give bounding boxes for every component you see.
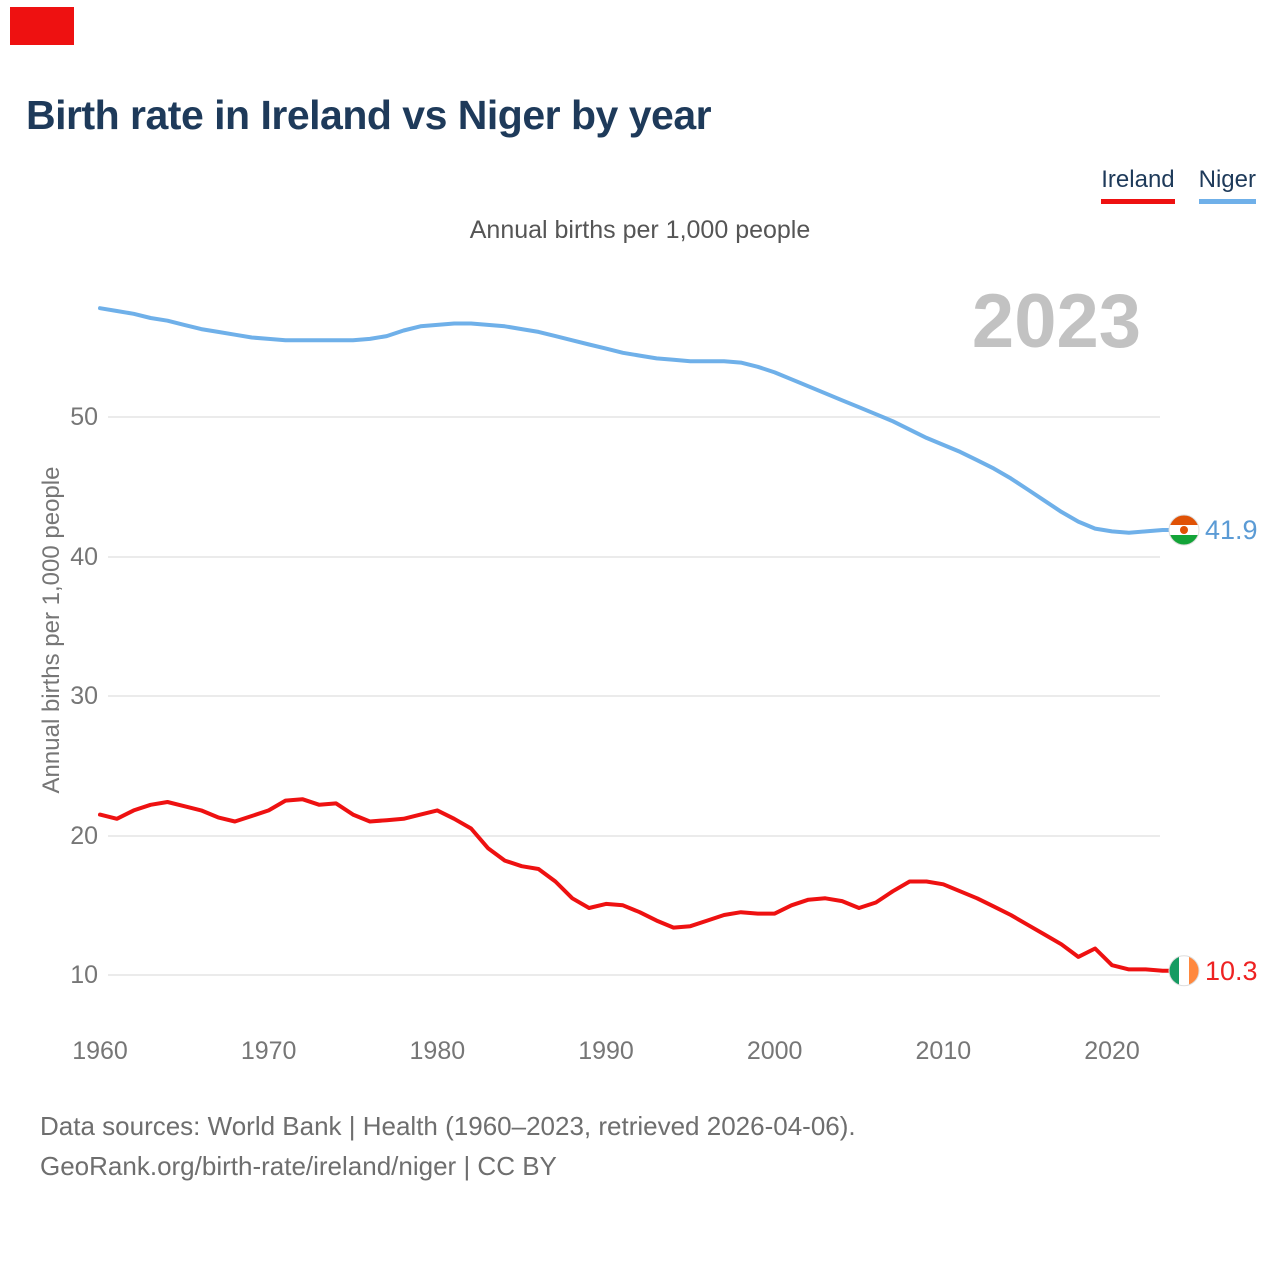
corner-marker bbox=[10, 7, 74, 45]
x-tick-label-2020: 2020 bbox=[1084, 1037, 1140, 1065]
gridline-y-40 bbox=[108, 555, 1160, 558]
ireland-line-series bbox=[98, 797, 1186, 973]
legend-item-niger[interactable]: Niger bbox=[1198, 166, 1256, 204]
gridline-y-50 bbox=[108, 416, 1160, 418]
y-tick-label-20: 20 bbox=[70, 821, 98, 850]
x-tick-label-1990: 1990 bbox=[578, 1037, 634, 1065]
x-tick-label-1980: 1980 bbox=[409, 1037, 466, 1065]
gridline-y-20 bbox=[108, 834, 1160, 837]
footer-sources-line: Data sources: World Bank | Health (1960–… bbox=[40, 1111, 856, 1141]
y-tick-label-10: 10 bbox=[70, 961, 98, 989]
niger-end-value: 41.9 bbox=[1205, 514, 1258, 545]
ireland-end-value: 10.3 bbox=[1205, 955, 1258, 986]
legend-color-bar bbox=[1198, 199, 1256, 204]
x-tick-label-2000: 2000 bbox=[746, 1037, 803, 1065]
footer: Data sources: World Bank | Health (1960–… bbox=[40, 1106, 856, 1186]
ireland-flag-icon bbox=[1168, 955, 1200, 987]
x-tick-label-1960: 1960 bbox=[72, 1037, 128, 1065]
gridline-y-10 bbox=[108, 974, 1160, 976]
y-tick-label-30: 30 bbox=[70, 682, 98, 710]
legend-label: Ireland bbox=[1101, 166, 1175, 193]
y-tick-label-40: 40 bbox=[70, 542, 98, 571]
legend-label: Niger bbox=[1198, 166, 1256, 193]
gridline-y-30 bbox=[108, 695, 1160, 697]
chart-subtitle: Annual births per 1,000 people bbox=[469, 216, 811, 244]
niger-flag-icon bbox=[1168, 514, 1200, 546]
footer-attribution-line: GeoRank.org/birth-rate/ireland/niger | C… bbox=[40, 1151, 557, 1181]
watermark-year: 2023 bbox=[971, 279, 1141, 364]
niger-line-series bbox=[98, 306, 1186, 535]
legend-color-bar bbox=[1101, 199, 1175, 204]
legend: Ireland Niger bbox=[1101, 166, 1256, 204]
y-tick-label-50: 50 bbox=[70, 403, 98, 431]
legend-item-ireland[interactable]: Ireland bbox=[1101, 166, 1175, 204]
x-tick-label-2010: 2010 bbox=[915, 1037, 972, 1065]
x-tick-label-1970: 1970 bbox=[240, 1037, 297, 1065]
page-title: Birth rate in Ireland vs Niger by year bbox=[26, 92, 712, 138]
